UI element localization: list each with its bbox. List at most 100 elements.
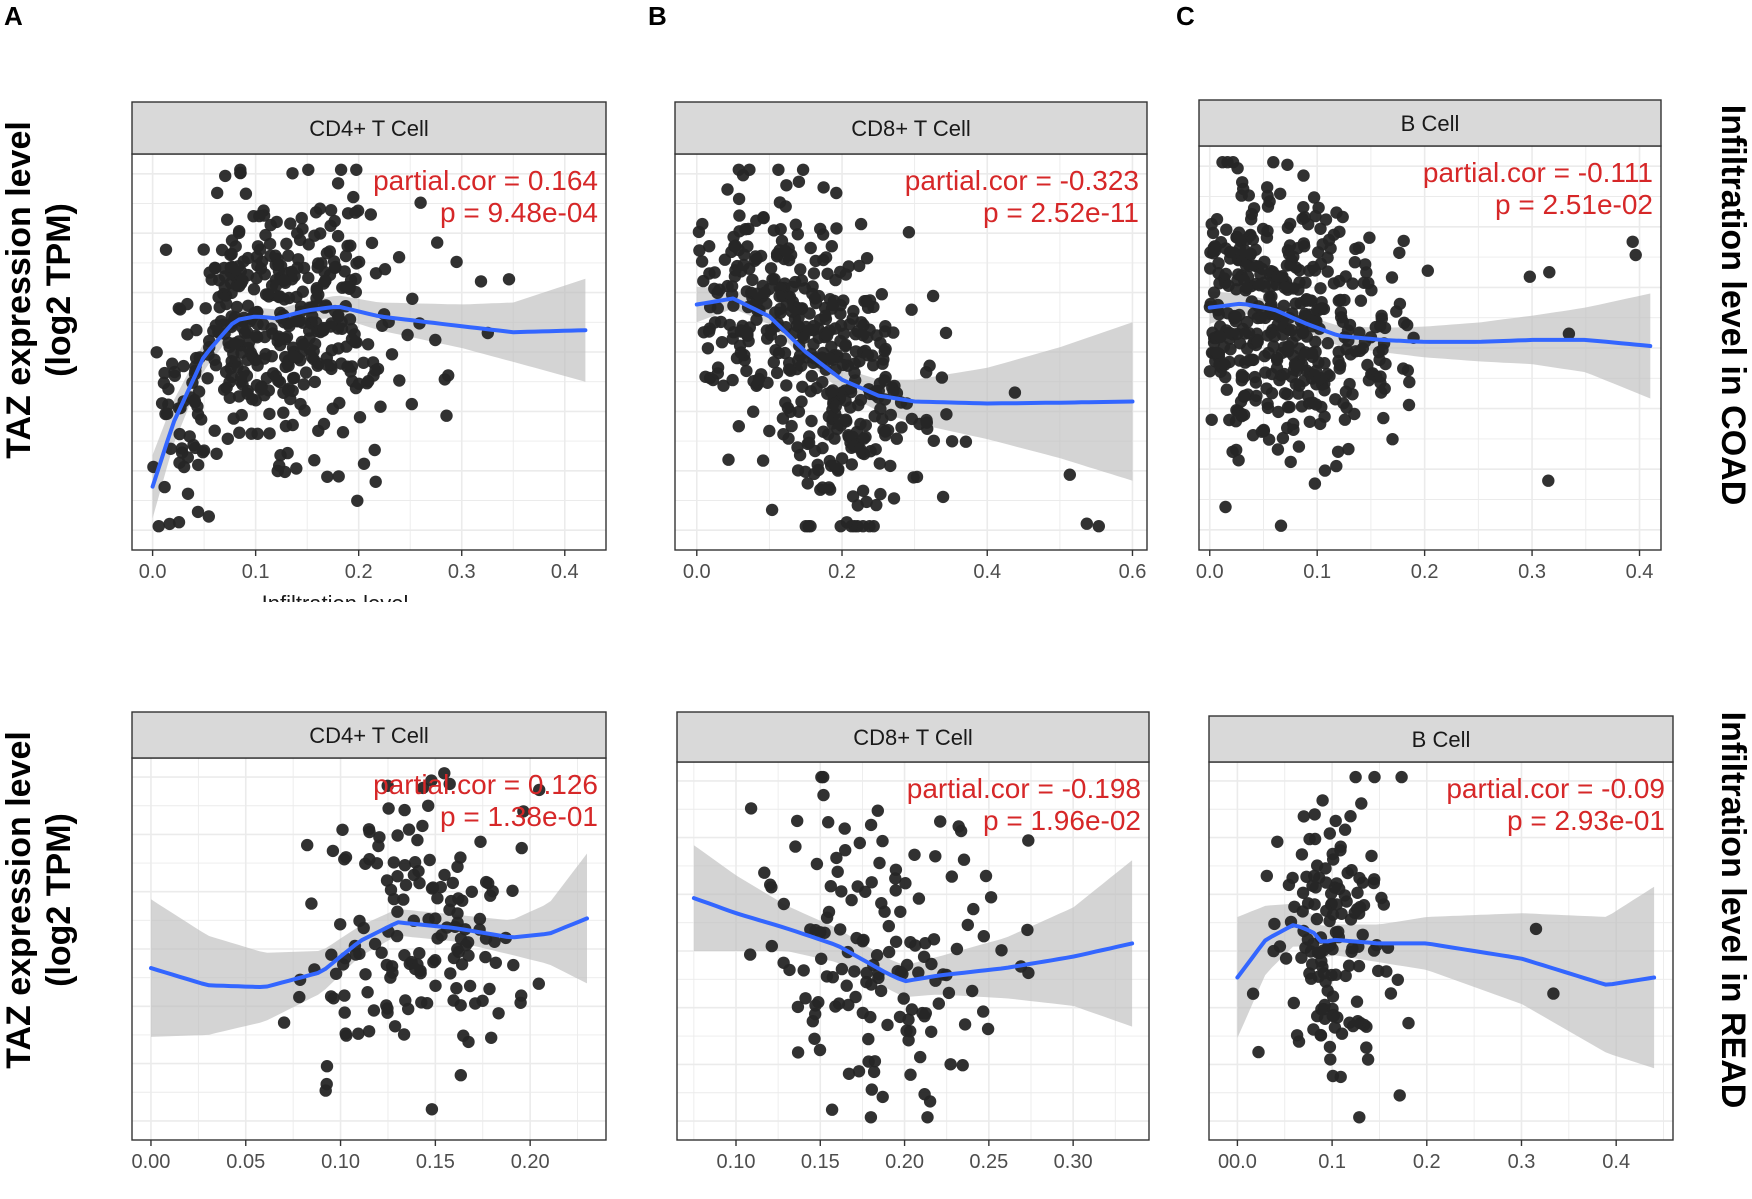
x-tick-label: 0.6	[1119, 561, 1147, 583]
data-point	[708, 282, 721, 295]
data-point	[1341, 324, 1355, 337]
data-point	[293, 990, 306, 1004]
data-point	[874, 487, 887, 501]
data-point	[431, 236, 444, 249]
data-point	[778, 244, 792, 257]
data-point	[791, 814, 804, 828]
data-point	[780, 179, 793, 192]
data-point	[1318, 464, 1332, 477]
data-point	[1379, 357, 1392, 371]
data-point	[865, 1083, 878, 1096]
data-point	[839, 413, 852, 426]
data-point	[959, 435, 973, 448]
data-point	[894, 905, 907, 918]
panel-letter-c: C	[1176, 1, 1195, 31]
data-point	[352, 255, 366, 269]
data-point	[725, 280, 739, 293]
data-point	[1629, 248, 1642, 262]
data-point	[861, 349, 875, 362]
x-tick-label: 0.15	[801, 1151, 840, 1173]
x-tick-label: 0.4	[1602, 1151, 1630, 1173]
data-point	[241, 387, 254, 400]
data-point	[1335, 907, 1348, 920]
data-point	[837, 327, 851, 340]
data-point	[1315, 1003, 1328, 1016]
data-point	[692, 225, 706, 239]
data-point	[188, 394, 201, 407]
data-point	[251, 240, 265, 253]
data-point	[822, 816, 835, 829]
data-point	[899, 877, 912, 890]
data-point	[842, 998, 855, 1012]
data-point	[297, 261, 311, 275]
data-point	[1297, 201, 1310, 214]
data-point	[845, 458, 858, 471]
data-point	[770, 366, 784, 380]
facet-title: CD4+ T Cell	[309, 723, 429, 748]
data-point	[1298, 211, 1311, 224]
data-point	[918, 1088, 931, 1101]
data-point	[454, 999, 467, 1012]
data-point	[1397, 234, 1410, 248]
data-point	[890, 432, 903, 445]
data-point	[1242, 354, 1256, 367]
data-point	[331, 229, 345, 243]
data-point	[1353, 871, 1366, 885]
data-point	[177, 359, 190, 373]
data-point	[1365, 849, 1378, 863]
data-point	[1240, 315, 1254, 329]
data-point	[1301, 389, 1315, 403]
data-point	[320, 1060, 334, 1073]
data-point	[1235, 370, 1249, 383]
data-point	[1323, 914, 1336, 928]
data-point	[247, 283, 261, 296]
data-point	[329, 967, 343, 980]
data-point	[1297, 169, 1310, 182]
data-point	[1271, 835, 1284, 848]
data-point	[254, 383, 268, 396]
data-point	[876, 834, 889, 848]
data-point	[1297, 810, 1311, 823]
data-point	[454, 1069, 467, 1082]
data-point	[183, 430, 196, 443]
data-point	[695, 255, 709, 268]
facet-title: CD8+ T Cell	[853, 725, 973, 750]
data-point	[908, 848, 921, 861]
data-point	[842, 1067, 856, 1081]
data-point	[211, 186, 224, 200]
data-point	[1402, 1016, 1415, 1030]
data-point	[1523, 270, 1537, 283]
data-point	[1310, 912, 1324, 926]
data-point	[349, 206, 362, 219]
data-point	[830, 851, 843, 865]
data-point	[502, 273, 516, 286]
row-label-left-top: TAZ expression level (log2 TPM)	[0, 121, 78, 459]
data-point	[517, 805, 530, 818]
data-point	[708, 316, 722, 329]
data-point	[820, 911, 834, 924]
data-point	[290, 290, 303, 304]
data-point	[480, 875, 493, 889]
data-point	[1295, 400, 1309, 413]
data-point	[897, 992, 910, 1005]
data-point	[1239, 259, 1253, 272]
data-point	[334, 918, 347, 931]
data-point	[230, 300, 244, 314]
data-point	[1391, 973, 1405, 986]
data-point	[1312, 246, 1325, 259]
data-point	[927, 434, 940, 447]
data-point	[350, 163, 363, 176]
data-point	[363, 853, 376, 866]
data-point	[208, 424, 221, 437]
data-point	[1212, 257, 1225, 270]
data-point	[863, 520, 876, 533]
data-point	[805, 414, 818, 428]
data-point	[221, 213, 234, 226]
data-point	[1281, 388, 1294, 401]
x-tick-label: 0.05	[226, 1151, 265, 1173]
facet-strip	[1208, 715, 1674, 763]
data-point	[837, 294, 850, 307]
data-point	[850, 931, 863, 945]
partial-cor-label: partial.cor = 0.164	[373, 165, 598, 196]
